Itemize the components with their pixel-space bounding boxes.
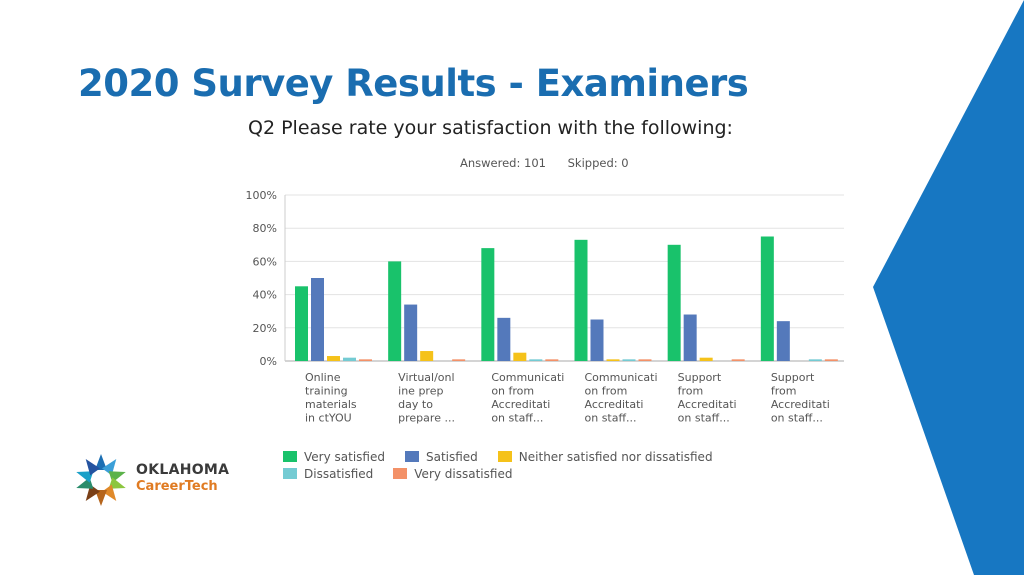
chart-title: Q2 Please rate your satisfaction with th… — [248, 117, 733, 139]
bar — [590, 319, 604, 361]
bar — [359, 359, 372, 361]
bar — [529, 359, 543, 361]
y-tick-label: 80% — [253, 222, 277, 235]
x-category-label: on staff... — [771, 412, 823, 425]
y-tick-label: 100% — [246, 189, 277, 202]
legend-label: Very dissatisfied — [414, 466, 513, 481]
y-tick-label: 0% — [260, 355, 277, 368]
logo-text-careertech: CareerTech — [136, 479, 218, 494]
x-category-label: Accreditati — [585, 398, 644, 411]
bar — [667, 244, 681, 361]
bar — [388, 261, 402, 361]
legend-item: Dissatisfied — [283, 467, 373, 481]
x-category-label: prepare ... — [398, 412, 455, 425]
bar — [343, 357, 356, 361]
bar — [420, 351, 434, 361]
bar — [545, 359, 559, 361]
x-category-label: Virtual/onl — [398, 371, 454, 384]
x-category-label: training — [305, 385, 348, 398]
response-counts: Answered: 101 Skipped: 0 — [460, 156, 647, 170]
legend-label: Neither satisfied nor dissatisfied — [518, 449, 713, 464]
y-tick-label: 40% — [253, 289, 277, 302]
x-category-label: ine prep — [398, 385, 443, 398]
bar — [513, 352, 527, 361]
bar — [452, 359, 466, 361]
chart-legend: Very satisfied Satisfied Neither satisfied… — [283, 448, 733, 482]
y-tick-label: 20% — [253, 322, 277, 335]
bar — [808, 359, 822, 361]
legend-item: Neither satisfied nor dissatisfied — [497, 449, 713, 464]
x-category-label: day to — [398, 398, 433, 411]
bar — [481, 248, 495, 361]
x-category-label: Accreditati — [771, 398, 830, 411]
bar — [776, 321, 790, 361]
legend-item: Very dissatisfied — [393, 467, 512, 481]
legend-swatch — [404, 451, 419, 462]
bar — [638, 359, 652, 361]
answered-count: Answered: 101 — [460, 156, 546, 170]
legend-swatch — [283, 451, 297, 462]
x-category-label: on staff... — [491, 412, 543, 425]
bar — [606, 359, 620, 361]
x-category-label: on from — [491, 385, 534, 398]
bar — [731, 359, 745, 361]
skipped-count: Skipped: 0 — [567, 156, 629, 170]
x-category-label: from — [678, 385, 704, 398]
bar — [327, 356, 340, 361]
x-category-label: Communicati — [585, 371, 658, 384]
legend-label: Very satisfied — [304, 449, 385, 464]
bar — [574, 239, 588, 361]
x-category-label: in ctYOU — [305, 412, 352, 425]
bar — [824, 359, 838, 361]
slide-title: 2020 Survey Results - Examiners — [78, 62, 749, 105]
legend-swatch — [283, 468, 297, 479]
legend-item: Satisfied — [404, 449, 478, 464]
logo-text-oklahoma: OKLAHOMA — [136, 462, 230, 478]
x-category-label: Accreditati — [678, 398, 737, 411]
x-category-label: materials — [305, 398, 357, 411]
bar — [622, 359, 636, 361]
bar — [311, 278, 324, 361]
legend-item: Very satisfied — [283, 450, 385, 464]
bar — [295, 286, 308, 361]
legend-swatch — [393, 468, 408, 479]
decorative-blue-shape — [873, 0, 1024, 575]
legend-label: Dissatisfied — [304, 466, 374, 481]
x-category-label: on staff... — [585, 412, 637, 425]
legend-label: Satisfied — [425, 449, 478, 464]
oklahoma-careertech-logo-icon — [76, 454, 126, 506]
bar — [683, 314, 697, 361]
x-category-label: Communicati — [491, 371, 564, 384]
x-category-label: on staff... — [678, 412, 730, 425]
x-category-label: from — [771, 385, 797, 398]
x-category-label: Accreditati — [491, 398, 550, 411]
x-category-label: on from — [585, 385, 628, 398]
x-category-label: Online — [305, 371, 341, 384]
legend-swatch — [497, 451, 512, 462]
bar — [760, 236, 774, 361]
bar — [497, 317, 511, 361]
bar — [404, 304, 418, 361]
x-category-label: Support — [771, 371, 815, 384]
y-tick-label: 60% — [253, 255, 277, 268]
x-category-label: Support — [678, 371, 722, 384]
bar — [699, 357, 713, 361]
